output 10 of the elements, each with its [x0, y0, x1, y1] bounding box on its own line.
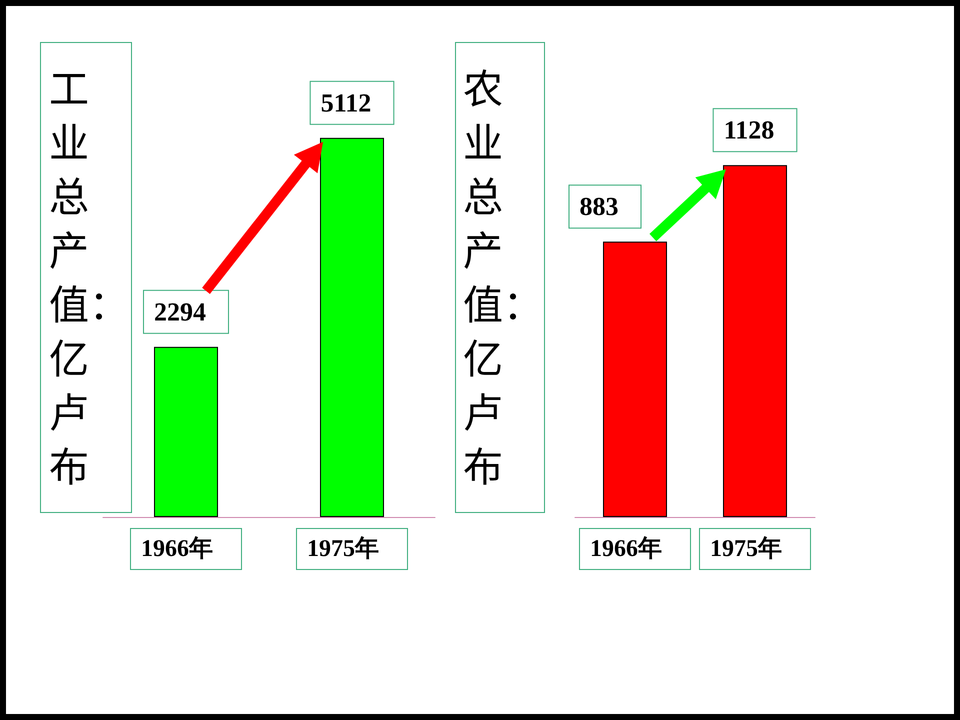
- x-tick-label: 1975年: [710, 535, 782, 562]
- y-axis-title: 农业总产值：亿卢布: [463, 66, 543, 493]
- data-label: 883: [580, 192, 618, 222]
- data-label: 1128: [724, 116, 774, 145]
- data-label: 2294: [154, 297, 206, 326]
- data-label: 5112: [320, 88, 372, 118]
- y-axis-title: 工业总产值：亿卢布: [49, 66, 129, 493]
- x-tick-label: 1966年: [141, 535, 213, 562]
- x-tick-label: 1966年: [590, 535, 662, 562]
- x-tick-label: 1975年: [307, 535, 379, 562]
